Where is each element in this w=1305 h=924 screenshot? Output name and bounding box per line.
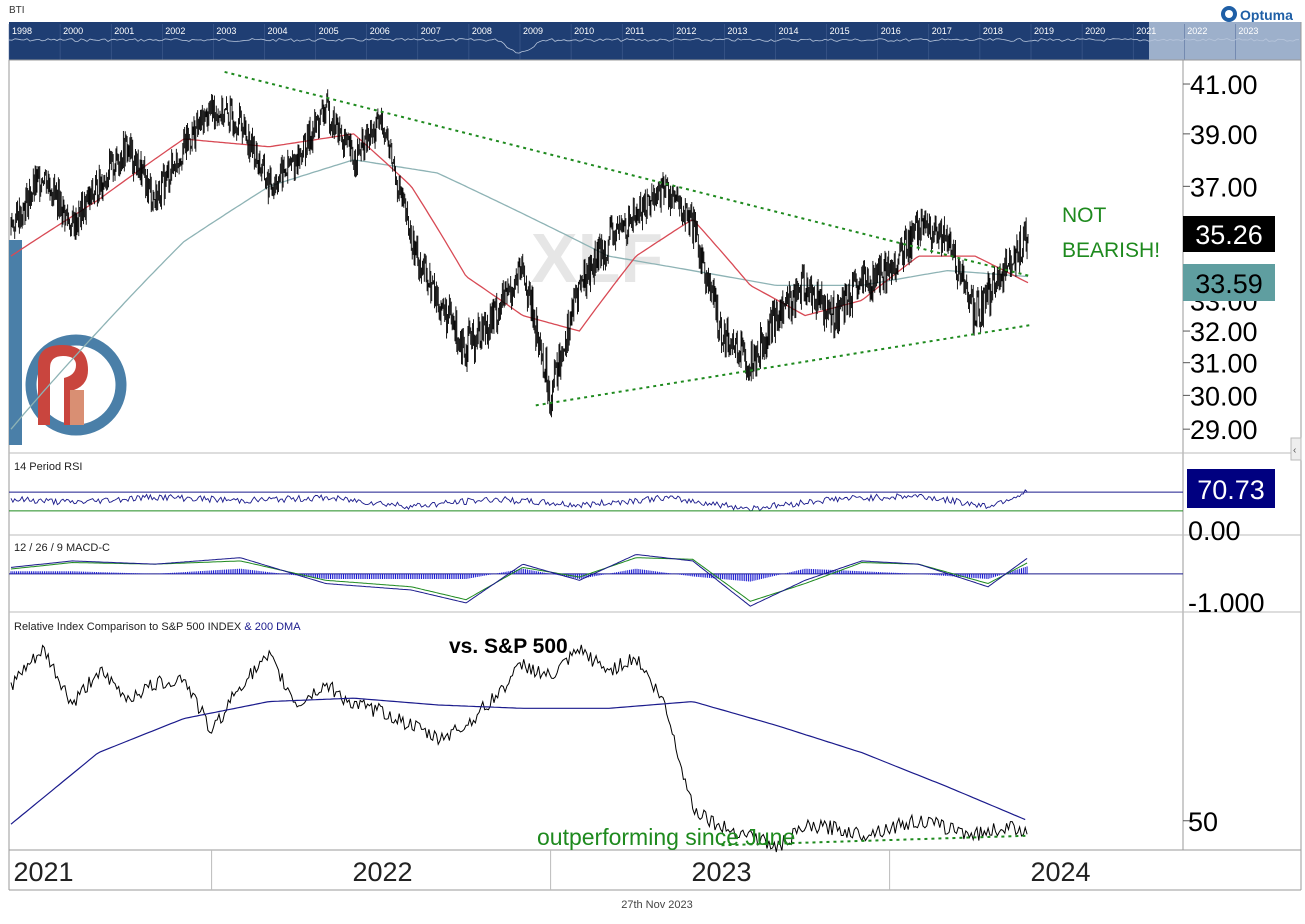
sma-long-line[interactable] <box>10 159 1029 430</box>
price-bars[interactable] <box>10 89 1029 418</box>
overview-year-label: 2015 <box>830 26 850 36</box>
footer-date: 27th Nov 2023 <box>621 899 693 911</box>
time-axis: 2021 2022 2023 2024 <box>13 850 1091 890</box>
ma-value-tag: 33.59 <box>1183 264 1275 301</box>
macd-panel-title: 12 / 26 / 9 MACD-C <box>14 542 110 554</box>
relative-line[interactable] <box>10 644 1028 853</box>
relative-panel-title: Relative Index Comparison to S&P 500 IND… <box>14 621 301 633</box>
time-axis-label: 2023 <box>691 857 751 887</box>
overview-year-label: 2006 <box>370 26 390 36</box>
panel-collapse-button[interactable]: ‹ <box>1290 437 1302 461</box>
chevron-left-icon: ‹ <box>1293 445 1296 456</box>
symbol-label: BTI <box>9 5 25 16</box>
relative-subtitle: vs. S&P 500 <box>449 635 568 658</box>
time-axis-label: 2022 <box>352 857 412 887</box>
publisher-logo-icon <box>9 240 127 445</box>
overview-year-label: 2001 <box>114 26 134 36</box>
sma-short-line[interactable] <box>10 133 1029 332</box>
overview-year-label: 2013 <box>727 26 747 36</box>
rsi-y-tick: 0.00 <box>1188 516 1241 546</box>
overview-year-label: 2010 <box>574 26 594 36</box>
price-y-tick-label: 37.00 <box>1190 172 1258 202</box>
last-price-tag: 35.26 <box>1183 216 1275 252</box>
brand-label: Optuma <box>1240 7 1293 23</box>
resistance-trendline[interactable] <box>224 70 1032 278</box>
price-y-tick-label: 30.00 <box>1190 381 1258 411</box>
overview-year-label: 1998 <box>12 26 32 36</box>
overview-year-label: 2000 <box>63 26 83 36</box>
overview-selection[interactable] <box>1149 22 1301 60</box>
overview-strip[interactable]: 1998 2000 2001 2002 2003 2004 2005 2006 2007 2008… <box>8 22 1301 60</box>
overview-year-label: 2023 <box>1238 26 1258 36</box>
overview-year-label: 2022 <box>1187 26 1207 36</box>
rsi-value-tag: 70.73 <box>1187 469 1275 508</box>
overview-year-label: 2016 <box>881 26 901 36</box>
support-trendline[interactable] <box>535 323 1032 407</box>
overview-year-label: 2018 <box>983 26 1003 36</box>
relative-panel[interactable] <box>10 644 1190 853</box>
overview-year-label: 2020 <box>1085 26 1105 36</box>
optuma-logo: Optuma <box>1221 6 1293 23</box>
overview-year-label: 2021 <box>1136 26 1156 36</box>
macd-line[interactable] <box>10 554 1028 607</box>
relative-y-tick: 50 <box>1188 807 1218 837</box>
rsi-panel-title: 14 Period RSI <box>14 461 82 473</box>
overview-year-label: 2019 <box>1034 26 1054 36</box>
macd-signal-line[interactable] <box>10 557 1028 602</box>
price-y-tick-label: 29.00 <box>1190 415 1258 445</box>
overview-year-label: 2012 <box>676 26 696 36</box>
time-axis-label: 2024 <box>1030 857 1090 887</box>
relative-trendline[interactable] <box>721 834 1029 847</box>
macd-panel[interactable] <box>9 554 1183 607</box>
panel-frames <box>8 22 1302 891</box>
price-annotation: NOT BEARISH! <box>1062 204 1160 262</box>
price-y-tick-label: 39.00 <box>1190 120 1258 150</box>
overview-year-label: 2005 <box>319 26 339 36</box>
overview-year-label: 2014 <box>779 26 799 36</box>
price-y-tick-label: 41.00 <box>1190 70 1258 100</box>
rsi-line[interactable] <box>10 489 1028 512</box>
overview-year-label: 2008 <box>472 26 492 36</box>
macd-y-tick: -1.000 <box>1188 588 1265 618</box>
overview-year-label: 2004 <box>268 26 288 36</box>
overview-year-label: 2003 <box>216 26 236 36</box>
time-axis-label: 2021 <box>13 857 73 887</box>
overview-year-label: 2011 <box>625 26 644 36</box>
annotation-line-2: BEARISH! <box>1062 239 1160 262</box>
rsi-panel[interactable] <box>9 489 1183 512</box>
overview-year-label: 2017 <box>932 26 952 36</box>
ma-value: 33.59 <box>1195 269 1263 299</box>
overview-year-label: 2002 <box>165 26 185 36</box>
annotation-line-1: NOT <box>1062 204 1107 227</box>
relative-annotation: outperforming since June <box>537 824 795 850</box>
overview-year-label: 2007 <box>421 26 441 36</box>
price-y-tick-label: 31.00 <box>1190 349 1258 379</box>
price-panel[interactable] <box>10 70 1032 430</box>
relative-200dma-line[interactable] <box>10 697 1026 825</box>
last-price-value: 35.26 <box>1195 220 1263 250</box>
overview-year-label: 2009 <box>523 26 543 36</box>
rsi-value: 70.73 <box>1197 475 1265 505</box>
header-bar: BTI Optuma <box>0 0 1305 23</box>
price-y-tick-label: 32.00 <box>1190 317 1258 347</box>
